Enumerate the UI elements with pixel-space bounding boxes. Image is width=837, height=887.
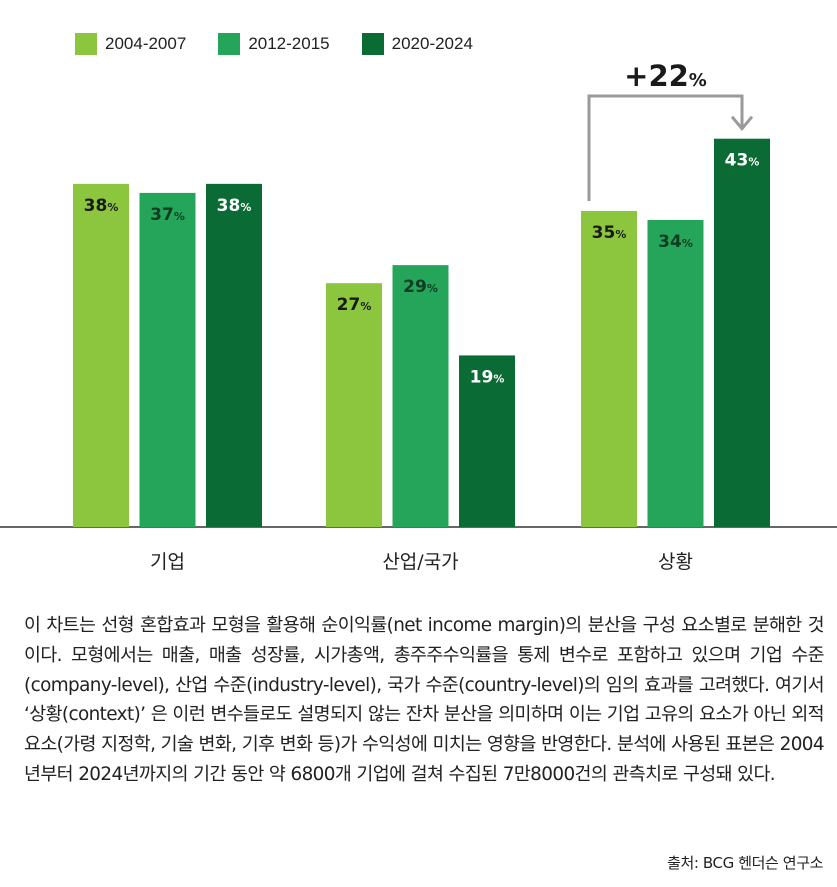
- legend-label: 2004-2007: [105, 34, 187, 53]
- bar-2004-2007-상황: [581, 210, 637, 527]
- data-label: 38%: [217, 196, 252, 216]
- data-label: 38%: [84, 196, 119, 216]
- category-label: 상황: [658, 551, 693, 573]
- source-credit: 출처: BCG 헨더슨 연구소: [667, 854, 823, 872]
- legend-item-2004-2007: 2004-2007: [75, 33, 186, 55]
- data-label: 19%: [470, 367, 505, 387]
- legend-label: 2020-2024: [391, 34, 473, 53]
- bar-2004-2007-산업/국가: [326, 283, 382, 527]
- data-label: 43%: [725, 151, 760, 171]
- legend-label: 2012-2015: [248, 34, 330, 53]
- bar-2012-2015-산업/국가: [392, 265, 449, 527]
- legend-swatch: [218, 33, 241, 55]
- bar-2012-2015-기업: [139, 192, 196, 527]
- category-label: 기업: [150, 551, 185, 573]
- category-label: 산업/국가: [382, 551, 458, 573]
- data-label: 37%: [150, 205, 185, 225]
- data-label: 34%: [658, 232, 693, 252]
- chart-note: 이 차트는 선형 혼합효과 모형을 활용해 순이익률(net income ma…: [24, 615, 825, 785]
- bar-chart: 38% 37% 38% 기업 27% 29% 19% 산업/국가 35% 34% 43% 상황 +22%: [0, 59, 837, 573]
- data-label: 35%: [592, 223, 627, 243]
- legend-item-2012-2015: 2012-2015: [218, 33, 330, 55]
- bar-2012-2015-상황: [647, 219, 704, 528]
- legend-swatch: [75, 33, 97, 55]
- legend-item-2020-2024: 2020-2024: [361, 33, 473, 55]
- data-label: 29%: [403, 277, 438, 297]
- bar-2020-2024-산업/국가: [459, 355, 515, 527]
- annotation-label: +22%: [624, 59, 707, 93]
- bar-2004-2007-기업: [73, 183, 129, 528]
- bar-2020-2024-상황: [714, 138, 770, 527]
- legend-swatch: [361, 33, 384, 55]
- chart-legend: 2004-2007 2012-2015 2020-2024: [75, 33, 505, 55]
- annotation-connector: [587, 94, 744, 201]
- data-label: 27%: [337, 295, 372, 315]
- annotation-arrowhead: [730, 115, 754, 132]
- bar-2020-2024-기업: [206, 183, 262, 528]
